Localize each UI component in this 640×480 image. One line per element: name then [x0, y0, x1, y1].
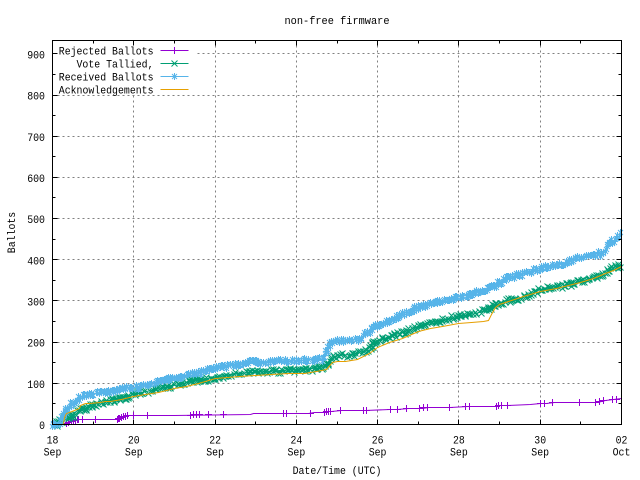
svg-text:700: 700	[27, 133, 45, 145]
svg-text:18: 18	[47, 436, 59, 448]
svg-text:Rejected Ballots: Rejected Ballots	[59, 46, 154, 58]
svg-text:26: 26	[372, 436, 384, 448]
svg-text:Acknowledgements: Acknowledgements	[59, 85, 154, 97]
svg-text:Sep: Sep	[288, 448, 306, 460]
svg-text:100: 100	[27, 380, 45, 392]
svg-text:non-free firmware: non-free firmware	[285, 16, 390, 28]
svg-text:800: 800	[27, 92, 45, 104]
svg-text:02: 02	[616, 436, 628, 448]
svg-text:28: 28	[453, 436, 465, 448]
svg-text:500: 500	[27, 215, 45, 227]
svg-text:200: 200	[27, 339, 45, 351]
svg-text:Received Ballots: Received Ballots	[59, 72, 154, 84]
svg-text:Ballots: Ballots	[7, 212, 19, 253]
svg-text:Sep: Sep	[531, 448, 549, 460]
svg-text:Sep: Sep	[450, 448, 468, 460]
svg-text:300: 300	[27, 298, 45, 310]
svg-text:Date/Time (UTC): Date/Time (UTC)	[293, 466, 382, 478]
svg-text:400: 400	[27, 256, 45, 268]
svg-text:Sep: Sep	[44, 448, 62, 460]
svg-text:24: 24	[291, 436, 303, 448]
svg-text:Sep: Sep	[369, 448, 387, 460]
svg-text:900: 900	[27, 50, 45, 62]
svg-text:Oct: Oct	[613, 448, 631, 460]
svg-text:Sep: Sep	[206, 448, 224, 460]
svg-text:0: 0	[39, 421, 45, 433]
svg-text:30: 30	[534, 436, 546, 448]
svg-text:Vote Tallied,: Vote Tallied,	[77, 59, 154, 71]
svg-text:600: 600	[27, 174, 45, 186]
svg-text:Sep: Sep	[125, 448, 143, 460]
svg-text:20: 20	[128, 436, 140, 448]
svg-text:22: 22	[209, 436, 221, 448]
